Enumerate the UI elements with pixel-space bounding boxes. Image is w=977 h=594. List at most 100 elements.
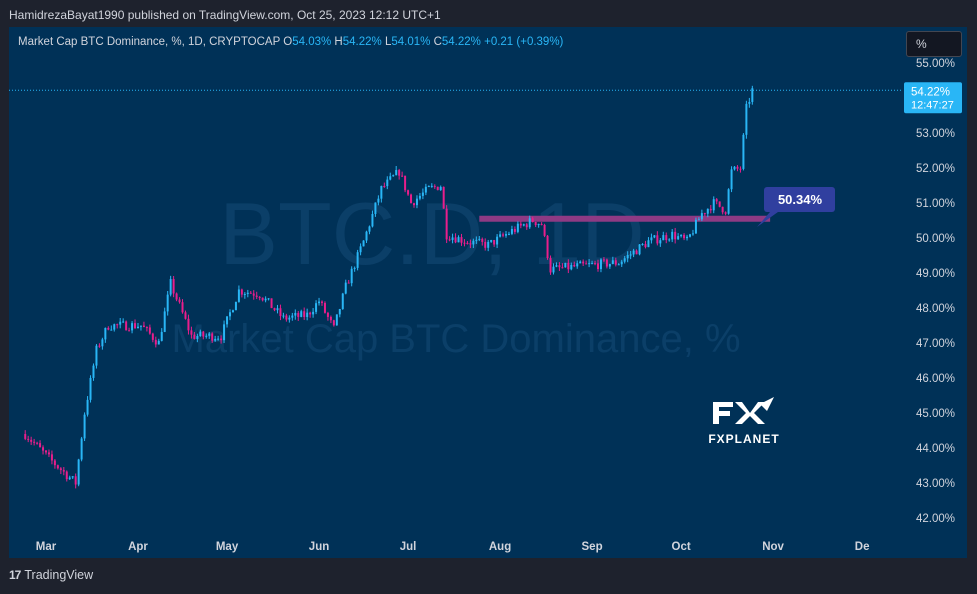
candle-body bbox=[30, 439, 33, 442]
change-value: +0.21 (+0.39%) bbox=[484, 36, 564, 48]
candle-body bbox=[641, 244, 644, 246]
candle-body bbox=[597, 263, 599, 270]
candle-body bbox=[237, 289, 240, 302]
candle-body bbox=[404, 175, 407, 191]
candle-body bbox=[356, 252, 359, 268]
tradingview-logo-icon: 17 bbox=[9, 568, 21, 582]
candle-body bbox=[285, 315, 288, 320]
annotation-box bbox=[764, 187, 835, 212]
candle-body bbox=[635, 250, 638, 255]
watermark-ticker: BTC.D, 1D bbox=[219, 184, 644, 283]
candle-body bbox=[570, 264, 573, 270]
candle-body bbox=[531, 218, 534, 222]
candle-body bbox=[77, 459, 80, 485]
candle-body bbox=[573, 264, 576, 267]
candle-body bbox=[469, 243, 472, 245]
candle-body bbox=[157, 340, 160, 345]
candle-body bbox=[599, 259, 602, 270]
price-tag-value: 54.22% bbox=[911, 86, 950, 98]
candle-body bbox=[700, 213, 703, 220]
y-tick-label: 51.00% bbox=[916, 198, 955, 210]
y-tick-label: 45.00% bbox=[916, 408, 955, 420]
candle-body bbox=[344, 282, 347, 294]
x-tick-label: Mar bbox=[36, 541, 57, 553]
candle-body bbox=[686, 236, 689, 239]
candle-body bbox=[505, 234, 507, 236]
candle-body bbox=[706, 208, 709, 214]
candle-body bbox=[433, 185, 436, 187]
candle-body bbox=[62, 470, 65, 472]
candle-body bbox=[294, 312, 297, 316]
candle-body bbox=[410, 194, 413, 204]
candle-body bbox=[582, 261, 585, 264]
candle-body bbox=[662, 235, 665, 241]
candle-body bbox=[329, 316, 332, 321]
candle-body bbox=[312, 311, 315, 315]
candle-body bbox=[74, 476, 77, 485]
candle-body bbox=[715, 199, 718, 202]
time-axis[interactable]: Mar Apr May Jun Jul Aug Sep Oct Nov De bbox=[36, 541, 870, 553]
candle-body bbox=[674, 231, 677, 240]
candle-body bbox=[110, 329, 113, 331]
candle-body bbox=[53, 460, 56, 466]
candle-body bbox=[424, 186, 427, 193]
candle-body bbox=[321, 301, 323, 303]
candle-body bbox=[549, 258, 552, 273]
candle-body bbox=[326, 312, 329, 317]
candle-body bbox=[365, 231, 368, 241]
candle-body bbox=[128, 330, 131, 332]
close-label: C bbox=[433, 36, 442, 48]
candle-body bbox=[249, 292, 252, 294]
candle-body bbox=[178, 299, 181, 303]
candle-body bbox=[119, 321, 122, 325]
candle-body bbox=[303, 311, 306, 317]
candle-body bbox=[255, 295, 258, 297]
candle-body bbox=[172, 279, 175, 294]
chart-area[interactable] bbox=[9, 27, 967, 558]
candle-body bbox=[122, 321, 125, 323]
candle-body bbox=[623, 258, 626, 262]
candle-body bbox=[306, 312, 309, 317]
symbol-name: Market Cap BTC Dominance, %, 1D, CRYPTOC… bbox=[18, 36, 281, 48]
y-tick-label: 50.00% bbox=[916, 233, 955, 245]
unit-toggle-button[interactable]: % bbox=[906, 31, 962, 57]
candle-body bbox=[638, 244, 641, 255]
candle-body bbox=[528, 218, 531, 228]
candle-body bbox=[555, 265, 558, 267]
candle-body bbox=[436, 186, 439, 191]
candle-body bbox=[362, 240, 365, 247]
candle-body bbox=[226, 316, 229, 325]
y-tick-label: 43.00% bbox=[916, 478, 955, 490]
candle-body bbox=[430, 185, 433, 187]
candle-body bbox=[594, 263, 597, 265]
candle-body bbox=[350, 268, 353, 284]
candle-body bbox=[33, 441, 36, 443]
candle-body bbox=[653, 235, 656, 238]
candle-body bbox=[567, 262, 570, 270]
x-tick-label: Sep bbox=[582, 541, 603, 553]
candle-body bbox=[543, 224, 546, 236]
candle-body bbox=[742, 134, 745, 169]
y-tick-label: 49.00% bbox=[916, 268, 955, 280]
candle-body bbox=[335, 314, 338, 326]
candle-body bbox=[142, 325, 145, 328]
candle-body bbox=[261, 297, 264, 301]
candle-body bbox=[347, 282, 350, 284]
candle-body bbox=[727, 189, 730, 214]
candle-body bbox=[733, 166, 736, 170]
candle-body bbox=[466, 242, 469, 244]
candle-body bbox=[169, 279, 172, 295]
candle-body bbox=[234, 301, 237, 311]
candle-body bbox=[92, 365, 95, 378]
candle-body bbox=[223, 324, 226, 341]
candle-body bbox=[332, 320, 335, 326]
candle-body bbox=[442, 186, 445, 209]
price-axis[interactable]: 55.00%54.00%53.00%52.00%51.00%50.00%49.0… bbox=[904, 58, 962, 525]
candle-body bbox=[291, 315, 294, 318]
candle-body bbox=[27, 438, 30, 440]
candle-body bbox=[113, 324, 116, 330]
candles bbox=[24, 85, 754, 489]
candle-body bbox=[395, 170, 398, 176]
candle-body bbox=[175, 293, 178, 300]
